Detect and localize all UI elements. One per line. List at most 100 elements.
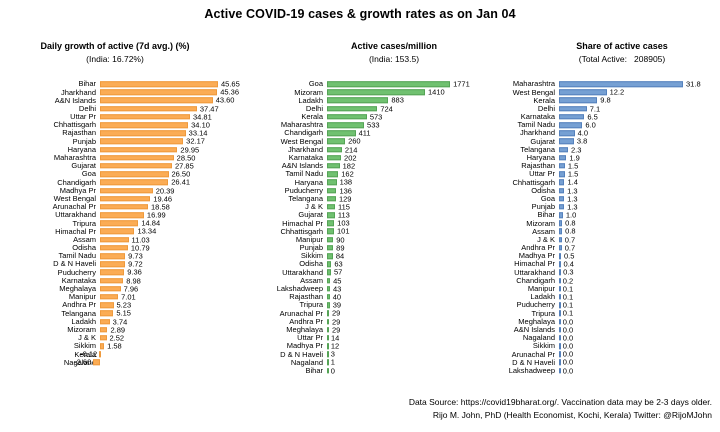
category-label: Meghalaya xyxy=(518,316,555,326)
bar xyxy=(327,294,330,300)
bar-track: 43 xyxy=(327,285,486,293)
bar-row: Goa 1.3 xyxy=(490,195,716,203)
bar xyxy=(100,187,153,194)
bar xyxy=(327,89,425,96)
bar-row: Manipur 7.01 xyxy=(10,293,252,301)
bar-track: 103 xyxy=(327,219,486,227)
panel-header-cases: Active cases/million (India: 153.5) xyxy=(284,41,504,64)
bar-row: West Bengal 12.2 xyxy=(490,88,716,96)
bar xyxy=(100,335,107,341)
bar-row: D & N Haveli 9.72 xyxy=(10,260,252,268)
bar-track: 28.50 xyxy=(100,154,252,162)
bar-track: 9.8 xyxy=(559,96,716,104)
bar xyxy=(100,146,178,153)
category-label: Meghalaya xyxy=(59,284,96,294)
bar xyxy=(327,228,335,235)
bar-row: Chandigarh 411 xyxy=(250,129,486,137)
value-label: 84 xyxy=(335,251,345,261)
category-label: West Bengal xyxy=(53,193,96,203)
bar xyxy=(559,261,561,267)
category-label: Punjab xyxy=(72,136,96,146)
bar xyxy=(100,302,114,308)
value-label: 1.3 xyxy=(567,193,578,203)
category-label: Nagaland xyxy=(63,357,96,367)
bar-track: 6.5 xyxy=(559,113,716,121)
category-label: Delhi xyxy=(305,103,323,113)
value-label: 12 xyxy=(330,341,340,351)
bar-row: Andhra Pr 29 xyxy=(250,317,486,325)
bar-track: 12.2 xyxy=(559,88,716,96)
value-label: 260 xyxy=(348,136,361,146)
value-label: 0.4 xyxy=(563,259,574,269)
bar-row: Chandigarh 26.41 xyxy=(10,178,252,186)
value-label: 26.41 xyxy=(171,177,191,187)
bar-row: Tripura 14.84 xyxy=(10,219,252,227)
bar-track: 5.23 xyxy=(100,301,252,309)
bar-row: Odisha 1.3 xyxy=(490,186,716,194)
category-label: Ladakh xyxy=(71,316,96,326)
bar xyxy=(100,105,197,112)
bar-row: Haryana 138 xyxy=(250,178,486,186)
bar-row: Madhya Pr 12 xyxy=(250,342,486,350)
bar xyxy=(100,245,128,251)
category-label: Karnataka xyxy=(61,275,96,285)
value-label: 0.1 xyxy=(562,308,574,318)
bar-track: 138 xyxy=(327,178,486,186)
bar-row: Lakshadweep 43 xyxy=(250,285,486,293)
bar xyxy=(327,277,331,284)
category-label: Uttar Pr xyxy=(70,112,96,122)
panel-subtitle-cases: (India: 153.5) xyxy=(368,54,420,64)
bar-row: Karnataka 202 xyxy=(250,154,486,162)
bar-row: Puducherry 9.36 xyxy=(10,268,252,276)
category-label: Maharashtra xyxy=(280,120,323,130)
value-label: 32.17 xyxy=(186,136,205,146)
bar-track: 1.0 xyxy=(559,211,716,219)
category-label: J & K xyxy=(537,234,555,244)
bar-row: Rajasthan 1.5 xyxy=(490,162,716,170)
bar xyxy=(559,138,574,145)
value-label: 0.7 xyxy=(564,234,576,244)
bar-track: 0.0 xyxy=(559,317,716,325)
bar xyxy=(327,359,329,366)
category-label: D & N Haveli xyxy=(512,357,555,367)
bar-row: Manipur 0.1 xyxy=(490,285,716,293)
bar xyxy=(327,351,329,358)
value-label: 7.1 xyxy=(589,103,601,113)
category-label: West Bengal xyxy=(512,87,555,97)
category-label: Tripura xyxy=(72,218,96,228)
category-label: Sikkim xyxy=(73,341,96,351)
value-label: 9.36 xyxy=(127,267,142,277)
bar-track: 20.39 xyxy=(100,186,252,194)
bar-row: Telangana 2.3 xyxy=(490,146,716,154)
bar-row: Jharkhand 45.36 xyxy=(10,88,252,96)
bar xyxy=(100,343,105,349)
bar xyxy=(327,204,335,210)
bar xyxy=(559,171,565,177)
bar-track: 14 xyxy=(327,334,486,342)
category-label: Madhya Pr xyxy=(59,185,96,195)
category-label: Goa xyxy=(308,79,323,89)
value-label: 11.03 xyxy=(131,234,150,244)
bar-row: Odisha 10.79 xyxy=(10,244,252,252)
bar-track: 37.47 xyxy=(100,105,252,113)
bar xyxy=(100,97,213,104)
bar-row: Bihar 1.0 xyxy=(490,211,716,219)
bar-row: D & N Haveli 0.0 xyxy=(490,358,716,366)
bar-track: 7.1 xyxy=(559,105,716,113)
value-label: 724 xyxy=(380,103,393,113)
bar-track: 29 xyxy=(327,326,486,334)
bar-row: Chhattisgarh 101 xyxy=(250,227,486,235)
bar-row: A&N Islands 0.0 xyxy=(490,326,716,334)
bar xyxy=(100,122,189,128)
bar xyxy=(327,212,335,218)
category-label: Puducherry xyxy=(57,267,96,277)
value-label: 90 xyxy=(336,234,345,244)
bar-track: 39 xyxy=(327,301,486,309)
bar-row: Assam 0.8 xyxy=(490,227,716,235)
bar-row: Uttarakhand 57 xyxy=(250,268,486,276)
category-label: Andhra Pr xyxy=(521,243,555,253)
value-label: -0.12 xyxy=(80,349,98,359)
category-label: Odisha xyxy=(299,259,323,269)
bar-track: 16.99 xyxy=(100,211,252,219)
value-label: 63 xyxy=(334,259,343,269)
